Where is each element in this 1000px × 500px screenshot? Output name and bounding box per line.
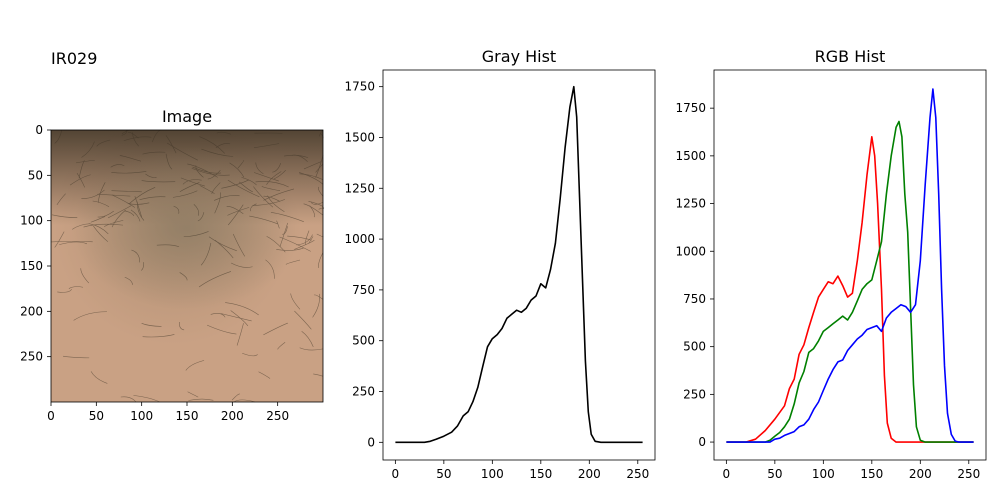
y-tick-label: 1500 <box>344 130 375 144</box>
y-tick-label: 1750 <box>344 80 375 94</box>
x-tick-label: 50 <box>767 467 782 481</box>
x-tick-label: 50 <box>89 409 104 423</box>
y-tick-label: 500 <box>683 340 706 354</box>
x-tick-label: 0 <box>392 467 400 481</box>
x-tick-label: 0 <box>723 467 731 481</box>
y-tick-label: 250 <box>352 385 375 399</box>
x-tick-label: 200 <box>221 409 244 423</box>
y-tick-label: 100 <box>20 214 43 228</box>
x-tick-label: 200 <box>909 467 932 481</box>
y-tick-label: 250 <box>683 387 706 401</box>
x-tick-label: 250 <box>626 467 649 481</box>
y-tick-label: 0 <box>698 435 706 449</box>
y-tick-label: 250 <box>20 350 43 364</box>
gray-hist-axes: Gray Hist 0 50 100 150 200 250 0 250 500 750 1000 12… <box>344 47 656 481</box>
skin-image <box>51 129 325 403</box>
rgb-hist-series-line-1 <box>726 120 974 443</box>
rgb-hist-axes: RGB Hist 0 50 100 150 200 250 0 250 500 750 1000 125… <box>675 47 987 481</box>
y-tick-label: 1250 <box>344 181 375 195</box>
rgb-hist-series-line-0 <box>726 136 974 443</box>
x-tick-label: 250 <box>957 467 980 481</box>
x-tick-label: 150 <box>529 467 552 481</box>
x-tick-label: 100 <box>481 467 504 481</box>
gray-hist-title: Gray Hist <box>482 47 556 66</box>
rgb-hist-series-line-2 <box>726 88 974 443</box>
x-tick-label: 200 <box>578 467 601 481</box>
image-title: Image <box>162 107 212 126</box>
y-tick-label: 50 <box>28 168 43 182</box>
x-tick-label: 250 <box>266 409 289 423</box>
x-tick-label: 0 <box>47 409 55 423</box>
y-tick-label: 1000 <box>675 244 706 258</box>
y-tick-label: 200 <box>20 304 43 318</box>
gray-hist-series-line-0 <box>395 85 643 444</box>
y-tick-label: 0 <box>35 123 43 137</box>
y-tick-label: 150 <box>20 259 43 273</box>
y-tick-label: 1250 <box>675 197 706 211</box>
y-tick-label: 1750 <box>675 101 706 115</box>
rgb-hist-frame <box>713 69 987 461</box>
y-tick-label: 500 <box>352 334 375 348</box>
x-tick-label: 150 <box>860 467 883 481</box>
figure-suptitle: IR029 <box>51 49 97 68</box>
x-tick-label: 50 <box>436 467 451 481</box>
gray-hist-frame <box>382 69 656 461</box>
y-tick-label: 1500 <box>675 149 706 163</box>
x-tick-label: 150 <box>176 409 199 423</box>
y-tick-label: 0 <box>367 435 375 449</box>
x-tick-label: 100 <box>812 467 835 481</box>
y-tick-label: 1000 <box>344 232 375 246</box>
image-axes: Image 0 50 100 150 200 250 0 50 100 150 200 250 <box>20 107 325 423</box>
y-tick-label: 750 <box>352 283 375 297</box>
rgb-hist-title: RGB Hist <box>815 47 886 66</box>
x-tick-label: 100 <box>130 409 153 423</box>
y-tick-label: 750 <box>683 292 706 306</box>
